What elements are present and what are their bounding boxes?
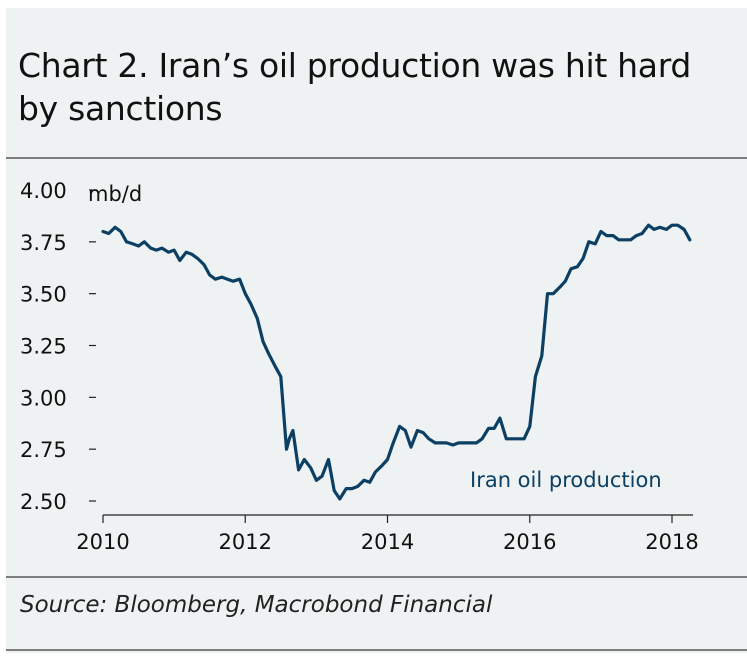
y-tick-label: 3.00 (20, 386, 67, 410)
chart-title: Chart 2. Iran’s oil production was hit h… (18, 46, 692, 128)
x-tick-label: 2010 (76, 530, 129, 554)
x-tick-label: 2016 (503, 530, 556, 554)
series-line-0 (101, 223, 692, 501)
x-tick-label: 2018 (645, 530, 698, 554)
source-divider-top (6, 576, 747, 578)
title-divider (6, 157, 747, 159)
y-tick-label: 4.00 (20, 179, 67, 203)
series-label: Iran oil production (470, 468, 662, 492)
y-tick-label: 3.50 (20, 283, 67, 307)
axes: 4.00 3.75 3.50 3.25 3.00 2.75 2.50 2010 2012 2014… (20, 179, 699, 554)
series-layer (101, 223, 692, 501)
source-note: Source: Bloomberg, Macrobond Financial (20, 592, 493, 618)
y-axis-unit-label: mb/d (88, 182, 142, 206)
chart-panel (6, 8, 747, 653)
source-divider-bottom (6, 649, 747, 651)
y-tick-label: 3.75 (20, 231, 67, 255)
y-tick-label: 2.50 (20, 490, 67, 514)
x-tick-label: 2014 (361, 530, 414, 554)
y-tick-label: 2.75 (20, 438, 67, 462)
x-tick-label: 2012 (219, 530, 272, 554)
y-tick-label: 3.25 (20, 335, 67, 359)
